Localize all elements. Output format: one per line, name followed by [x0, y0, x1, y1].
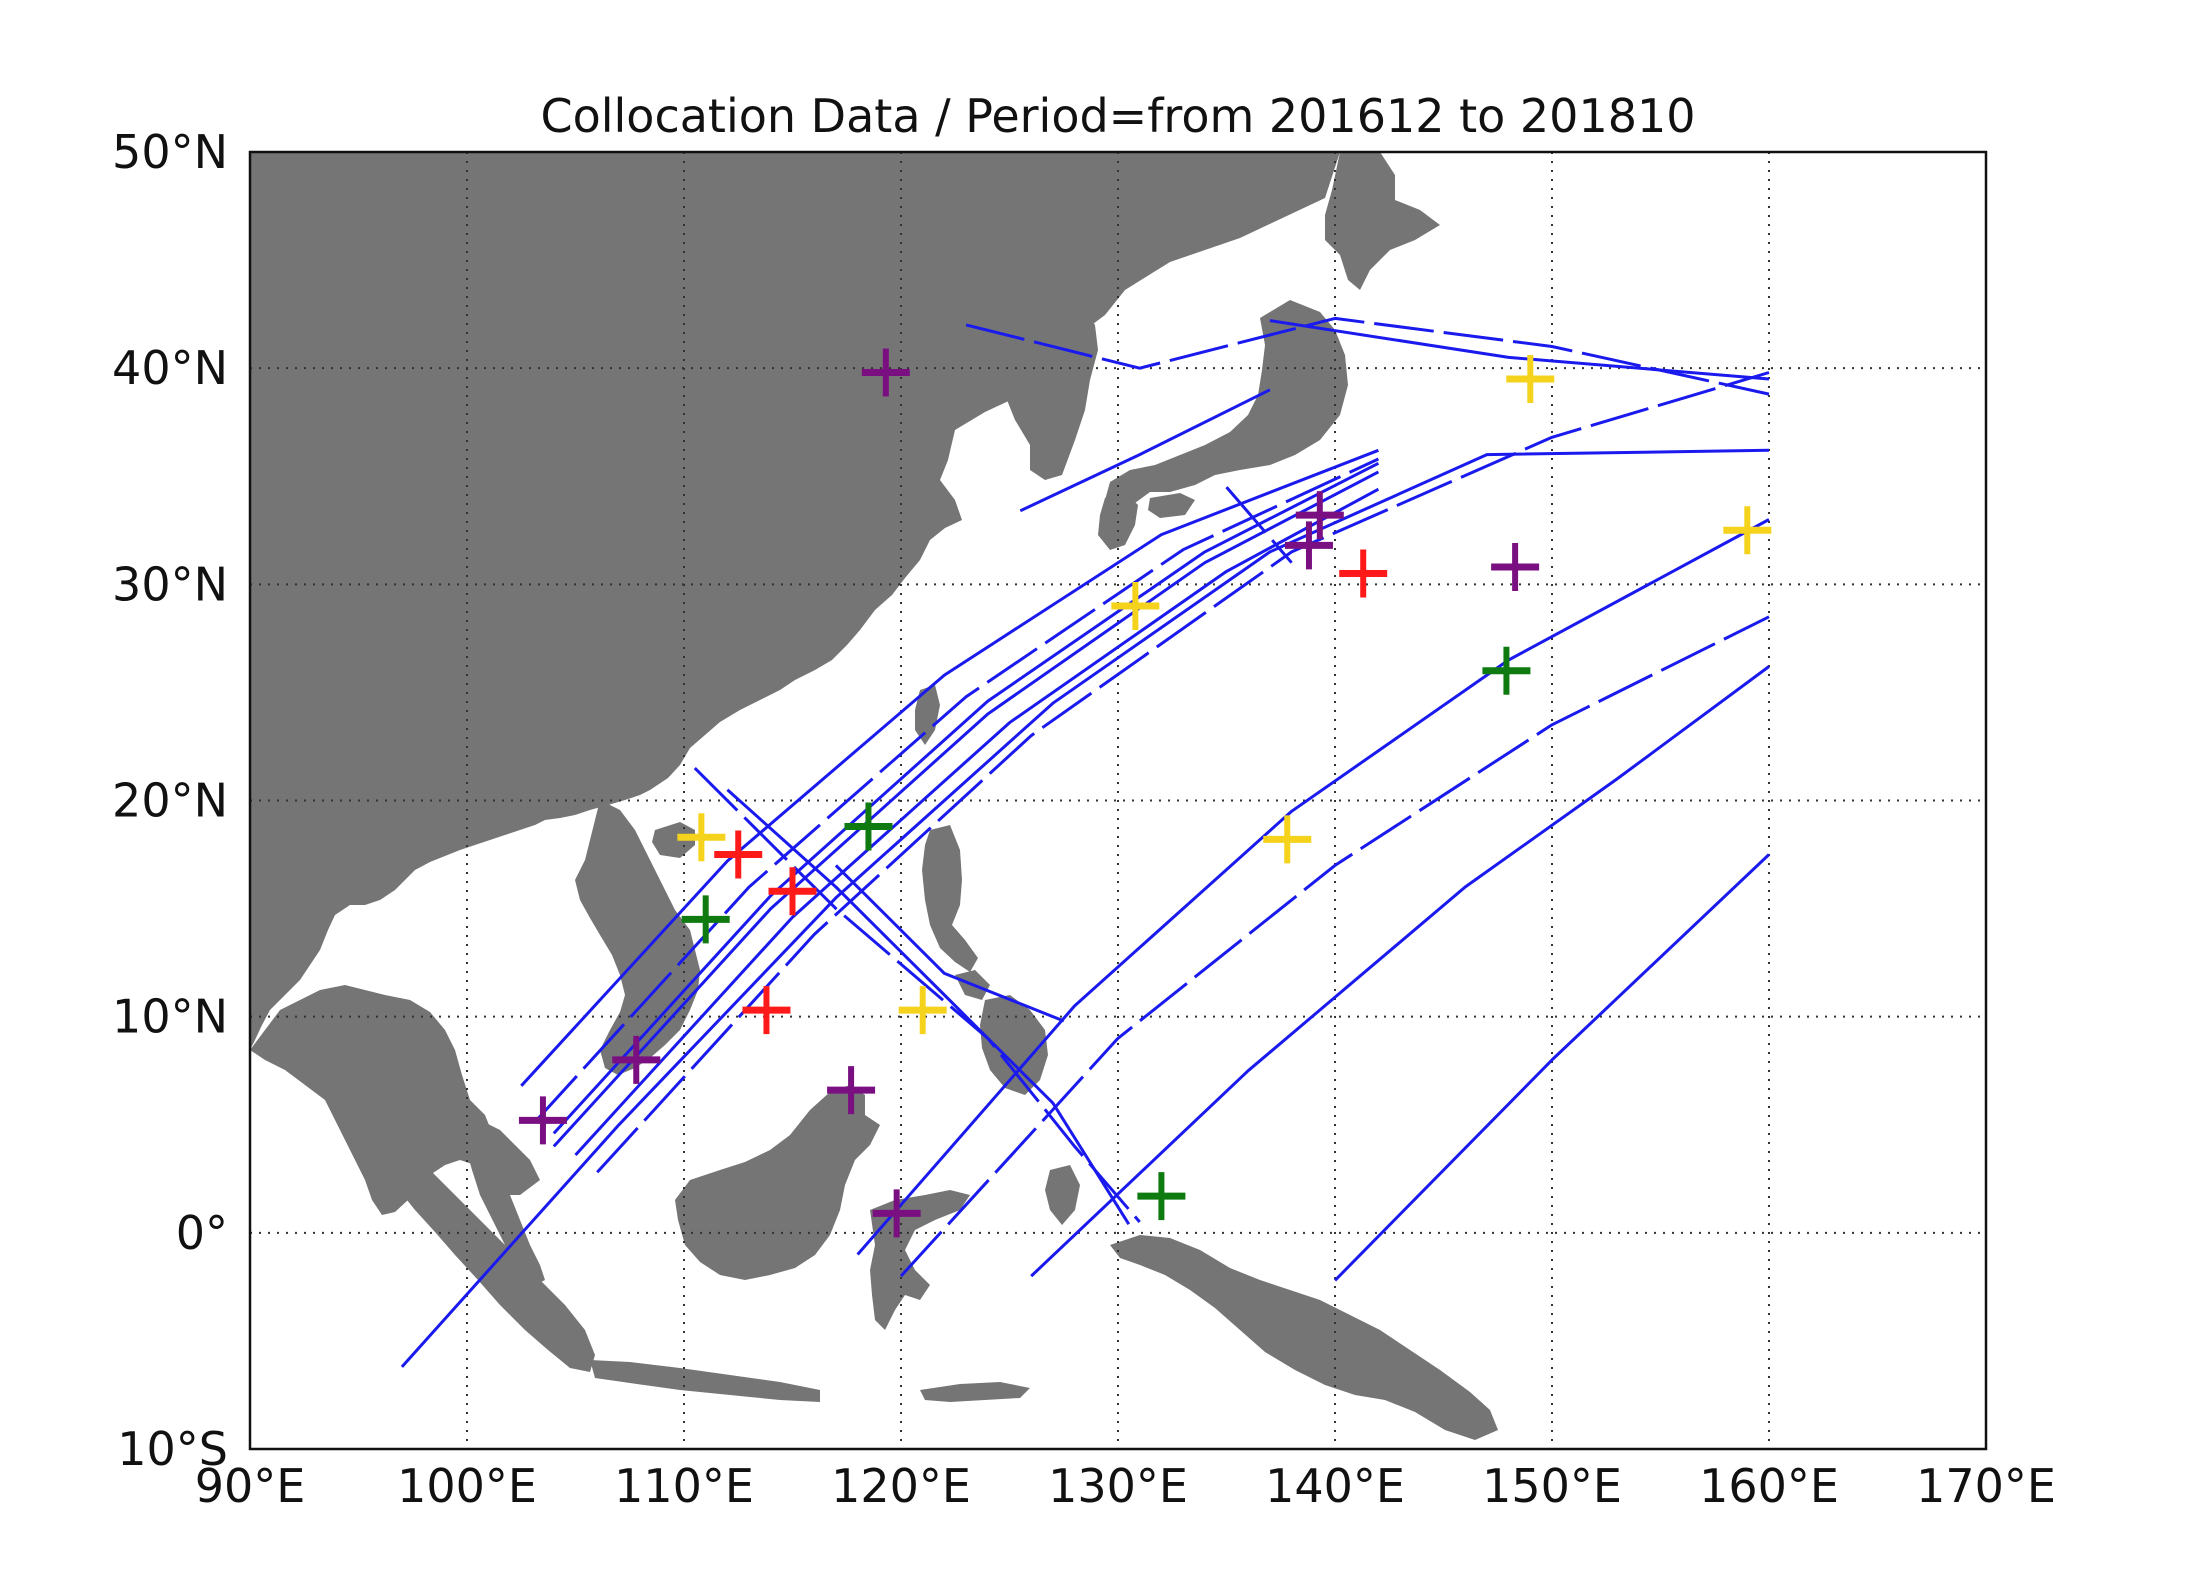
landmass-philippines-mindanao: [980, 995, 1048, 1095]
satellite-track-line: [596, 371, 1770, 1174]
y-tick-label: 0°: [176, 1206, 228, 1260]
marker-purple: [861, 348, 910, 397]
grid-lines: [250, 152, 1986, 1449]
satellite-track-line: [535, 457, 1380, 1122]
landmass-asia-mainland: [250, 152, 1340, 1050]
satellite-track-line: [520, 448, 1379, 1087]
x-tick-label: 120°E: [831, 1459, 971, 1513]
y-tick-label: 30°N: [112, 557, 228, 611]
marker-purple: [1491, 543, 1540, 592]
marker-green: [681, 895, 730, 944]
landmass-halmahera: [1045, 1165, 1080, 1225]
collocation-markers: [518, 348, 1772, 1238]
landmass-malay-peninsula: [462, 1100, 545, 1285]
satellite-track-line: [1030, 665, 1770, 1278]
y-tick-label: 10°S: [117, 1422, 228, 1476]
satellite-track-line: [856, 518, 1770, 1256]
y-axis-ticks: 10°S 0° 10°N 20°N 30°N 40°N 50°N: [112, 125, 228, 1476]
marker-red: [714, 830, 763, 879]
satellite-track-line: [1225, 486, 1293, 564]
landmass-layer: [250, 152, 1498, 1440]
x-tick-label: 100°E: [397, 1459, 537, 1513]
x-tick-label: 160°E: [1699, 1459, 1839, 1513]
y-tick-label: 40°N: [112, 341, 228, 395]
marker-red: [742, 986, 791, 1035]
marker-yellow: [1263, 815, 1312, 864]
landmass-japan-hokkaido: [1325, 152, 1440, 290]
satellite-track-line: [899, 615, 1770, 1278]
x-tick-label: 130°E: [1048, 1459, 1188, 1513]
marker-yellow: [898, 986, 947, 1035]
map-title: Collocation Data / Period=from 201612 to…: [540, 89, 1695, 143]
marker-green: [844, 802, 893, 851]
satellite-track-line: [1269, 319, 1770, 381]
landmass-timor: [920, 1382, 1030, 1402]
landmass-hainan: [652, 822, 695, 858]
marker-red: [768, 867, 817, 916]
satellite-track-line: [552, 470, 1380, 1148]
marker-purple: [612, 1035, 661, 1084]
marker-purple: [1295, 491, 1344, 540]
satellite-tracks: [400, 316, 1771, 1368]
landmass-philippines-luzon: [922, 825, 978, 972]
satellite-track-line: [726, 788, 1131, 1225]
marker-red: [1339, 549, 1388, 598]
marker-yellow: [677, 813, 726, 862]
landmass-sumatra: [360, 1115, 595, 1372]
landmass-korea: [1005, 300, 1098, 480]
satellite-track-line: [552, 461, 1380, 1135]
landmass-new-guinea: [1110, 1235, 1498, 1440]
y-tick-label: 10°N: [112, 990, 228, 1044]
marker-purple: [872, 1189, 921, 1238]
marker-green: [1137, 1172, 1186, 1221]
landmass-taiwan: [915, 685, 940, 745]
marker-yellow: [1723, 506, 1772, 555]
satellite-track-line: [1019, 388, 1271, 513]
satellite-track-line: [1333, 853, 1771, 1282]
x-axis-ticks: 90°E 100°E 110°E 120°E 130°E 140°E 150°E 160°E 1…: [195, 1459, 2056, 1513]
y-tick-label: 20°N: [112, 774, 228, 828]
x-tick-label: 90°E: [195, 1459, 306, 1513]
satellite-track-line: [965, 316, 1770, 396]
marker-yellow: [1506, 354, 1555, 403]
y-tick-label: 50°N: [112, 125, 228, 179]
marker-green: [1482, 646, 1531, 695]
plot-frame: [248, 150, 1988, 1451]
satellite-track-line: [834, 864, 1065, 1023]
x-tick-label: 170°E: [1916, 1459, 2056, 1513]
marker-purple: [518, 1096, 567, 1145]
marker-purple: [1284, 521, 1333, 570]
satellite-track-line: [400, 448, 1770, 1368]
landmass-japan-shikoku: [1148, 493, 1195, 518]
marker-yellow: [1111, 581, 1160, 630]
marker-purple: [827, 1066, 876, 1115]
landmass-indochina: [250, 985, 540, 1215]
landmass-java: [590, 1360, 820, 1402]
x-tick-label: 140°E: [1265, 1459, 1405, 1513]
x-tick-label: 150°E: [1482, 1459, 1622, 1513]
landmass-borneo: [675, 1085, 880, 1280]
landmass-japan-honshu: [1105, 300, 1348, 510]
x-tick-label: 110°E: [614, 1459, 754, 1513]
